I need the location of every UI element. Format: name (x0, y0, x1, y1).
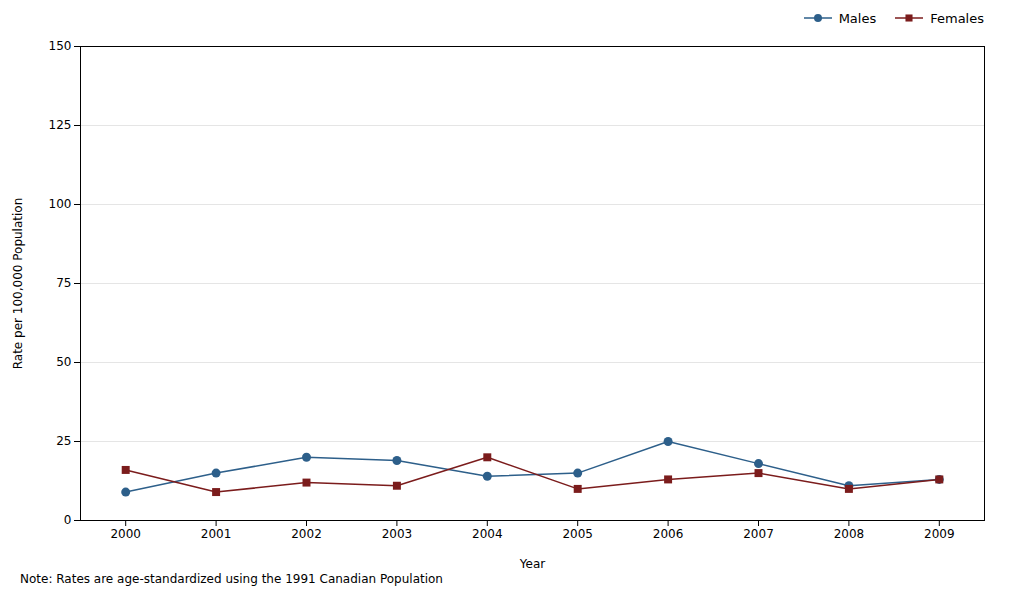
svg-text:150: 150 (49, 39, 72, 53)
svg-text:2004: 2004 (472, 527, 503, 541)
svg-text:2003: 2003 (382, 527, 413, 541)
html-text:Note: Rates are age-standardiz: Note: Rates are age-standardized using t… (20, 572, 443, 586)
svg-text:2009: 2009 (924, 527, 955, 541)
svg-text:25: 25 (56, 434, 71, 448)
html-text:Males: Males (838, 10, 877, 26)
svg-text:2006: 2006 (653, 527, 684, 541)
svg-text:100: 100 (49, 197, 72, 211)
svg-text:Rate per 100,000 Population: Rate per 100,000 Population (11, 198, 25, 370)
svg-text:2002: 2002 (291, 527, 322, 541)
svg-text:0: 0 (64, 513, 72, 527)
svg-text:125: 125 (49, 118, 72, 132)
svg-text:50: 50 (56, 355, 71, 369)
svg-text:2000: 2000 (110, 527, 141, 541)
svg-text:2001: 2001 (201, 527, 232, 541)
svg-text:2007: 2007 (743, 527, 774, 541)
svg-text:75: 75 (56, 276, 71, 290)
svg-text:2005: 2005 (562, 527, 593, 541)
html-text:Females: Females (930, 10, 984, 26)
svg-text:Year: Year (519, 557, 545, 571)
svg-text:2008: 2008 (834, 527, 865, 541)
